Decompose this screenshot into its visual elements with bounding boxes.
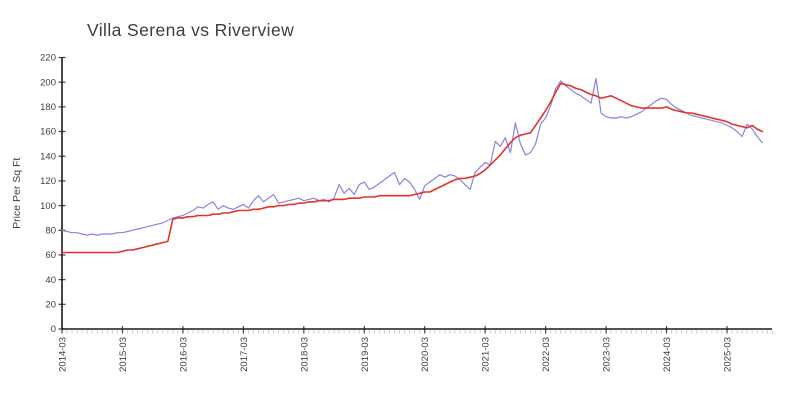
series-line-riverview xyxy=(61,82,764,254)
y-tick-label: 0 xyxy=(51,324,56,335)
x-tick-label: 2017-03 xyxy=(239,337,250,372)
axis-spines xyxy=(61,57,772,330)
y-tick-label: 100 xyxy=(40,201,56,212)
y-tick-label: 160 xyxy=(40,127,56,138)
x-tick-label: 2020-03 xyxy=(420,337,431,372)
x-tick-label: 2015-03 xyxy=(118,337,129,372)
y-tick-label: 180 xyxy=(40,102,56,113)
y-tick-label: 60 xyxy=(45,250,56,261)
x-tick-label: 2023-03 xyxy=(602,337,613,372)
y-tick-label: 220 xyxy=(40,53,56,64)
x-tick-label: 2018-03 xyxy=(299,337,310,372)
y-axis-label: Price Per Sq Ft xyxy=(11,158,23,229)
x-tick-label: 2024-03 xyxy=(662,337,673,372)
x-tick-label: 2016-03 xyxy=(178,337,189,372)
x-tick-label: 2014-03 xyxy=(58,337,69,372)
x-tick-label: 2021-03 xyxy=(481,337,492,372)
y-tick-label: 200 xyxy=(40,77,56,88)
x-tick-label: 2019-03 xyxy=(360,337,371,372)
y-tick-label: 140 xyxy=(40,151,56,162)
x-tick-label: 2025-03 xyxy=(723,337,734,372)
x-tick-label: 2022-03 xyxy=(541,337,552,372)
y-tick-label: 120 xyxy=(40,176,56,187)
y-tick-label: 40 xyxy=(45,275,56,286)
y-tick-label: 20 xyxy=(45,300,56,311)
series-line-villa-serena xyxy=(61,77,763,236)
y-tick-label: 80 xyxy=(45,225,56,236)
chart-title: Villa Serena vs Riverview xyxy=(87,20,295,40)
